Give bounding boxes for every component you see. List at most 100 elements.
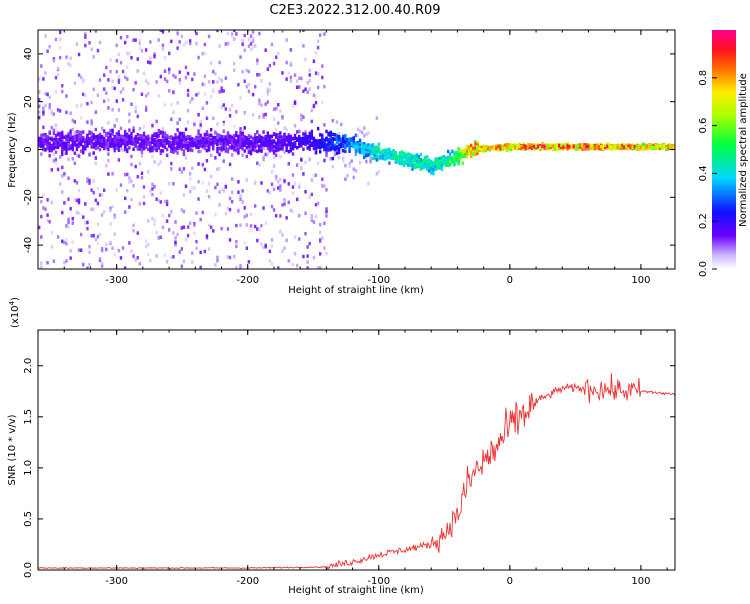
heatmap-cell bbox=[157, 145, 160, 150]
heatmap-cell bbox=[119, 134, 123, 138]
heatmap-speckle bbox=[207, 80, 211, 84]
heatmap-speckle bbox=[170, 117, 173, 122]
heatmap-speckle bbox=[216, 80, 219, 84]
heatmap-cell bbox=[111, 128, 114, 133]
heatmap-speckle bbox=[90, 188, 93, 192]
heatmap-cell bbox=[239, 131, 242, 135]
heatmap-speckle bbox=[224, 107, 228, 111]
heatmap-cell bbox=[279, 135, 282, 139]
heatmap-cell bbox=[247, 139, 251, 144]
heatmap-speckle bbox=[346, 174, 349, 178]
heatmap-cell bbox=[109, 134, 112, 139]
heatmap-speckle bbox=[321, 100, 324, 105]
heatmap-cell bbox=[356, 142, 360, 147]
heatmap-speckle bbox=[176, 101, 179, 105]
heatmap-speckle bbox=[209, 95, 213, 99]
heatmap-cell bbox=[314, 147, 318, 151]
heatmap-cell bbox=[568, 145, 571, 149]
heatmap-speckle bbox=[82, 78, 85, 82]
heatmap-cell bbox=[455, 157, 458, 162]
heatmap-cell bbox=[230, 144, 234, 149]
heatmap-speckle bbox=[308, 157, 311, 162]
heatmap-speckle bbox=[354, 152, 358, 156]
heatmap-speckle bbox=[174, 240, 177, 244]
heatmap-speckle bbox=[186, 71, 190, 76]
heatmap-cell bbox=[272, 149, 276, 153]
heatmap-cell bbox=[289, 146, 293, 150]
heatmap-cell bbox=[241, 137, 244, 142]
heatmap-speckle bbox=[48, 154, 51, 158]
heatmap-speckle bbox=[191, 251, 194, 255]
heatmap-cell bbox=[251, 147, 255, 152]
heatmap-speckle bbox=[178, 40, 181, 44]
heatmap-cell bbox=[195, 145, 198, 149]
heatmap-speckle bbox=[256, 61, 259, 66]
heatmap-speckle bbox=[245, 213, 249, 218]
heatmap-speckle bbox=[170, 39, 173, 44]
heatmap-cell bbox=[205, 148, 209, 153]
heatmap-cell bbox=[241, 146, 244, 151]
heatmap-speckle bbox=[339, 148, 343, 153]
heatmap-speckle bbox=[289, 79, 293, 84]
heatmap-speckle bbox=[75, 42, 79, 46]
heatmap-cell bbox=[572, 144, 576, 148]
heatmap-speckle bbox=[203, 167, 207, 172]
heatmap-cell bbox=[321, 133, 324, 138]
heatmap-speckle bbox=[291, 209, 295, 214]
heatmap-speckle bbox=[94, 198, 98, 203]
heatmap-speckle bbox=[262, 113, 265, 117]
heatmap-cell bbox=[333, 147, 337, 152]
heatmap-speckle bbox=[298, 184, 301, 189]
heatmap-cell bbox=[298, 144, 301, 148]
heatmap-speckle bbox=[222, 122, 225, 127]
heatmap-cell bbox=[140, 141, 144, 146]
heatmap-speckle bbox=[237, 180, 240, 184]
heatmap-cell bbox=[281, 145, 284, 150]
heatmap-speckle bbox=[323, 184, 326, 188]
heatmap-speckle bbox=[170, 209, 173, 214]
heatmap-cell bbox=[407, 163, 410, 167]
heatmap-cell bbox=[67, 146, 70, 151]
heatmap-cell bbox=[203, 132, 207, 137]
heatmap-cell bbox=[363, 145, 366, 149]
heatmap-cell bbox=[570, 143, 574, 148]
heatmap-cell bbox=[86, 140, 89, 144]
heatmap-speckle bbox=[319, 222, 322, 227]
heatmap-speckle bbox=[212, 116, 215, 121]
heatmap-cell bbox=[509, 143, 513, 147]
heatmap-cell bbox=[243, 126, 246, 130]
heatmap-speckle bbox=[270, 262, 274, 266]
heatmap-cell bbox=[339, 142, 343, 146]
heatmap-speckle bbox=[293, 73, 297, 77]
heatmap-cell bbox=[342, 138, 345, 143]
heatmap-cell bbox=[176, 141, 179, 146]
heatmap-cell bbox=[94, 146, 98, 151]
heatmap-cell bbox=[526, 145, 530, 149]
heatmap-cell bbox=[293, 133, 297, 138]
heatmap-speckle bbox=[77, 188, 81, 193]
heatmap-cell bbox=[329, 140, 332, 145]
heatmap-cell bbox=[199, 133, 202, 138]
heatmap-cell bbox=[421, 158, 425, 163]
heatmap-cell bbox=[319, 150, 322, 154]
heatmap-speckle bbox=[77, 200, 81, 205]
heatmap-speckle bbox=[132, 38, 135, 42]
heatmap-speckle bbox=[147, 252, 150, 257]
heatmap-cell bbox=[639, 147, 643, 151]
heatmap-cell bbox=[398, 159, 402, 163]
heatmap-cell bbox=[444, 161, 448, 166]
heatmap-cell bbox=[331, 142, 334, 147]
heatmap-speckle bbox=[144, 105, 148, 110]
heatmap-cell bbox=[123, 129, 127, 134]
heatmap-speckle bbox=[304, 130, 307, 134]
heatmap-speckle bbox=[111, 145, 114, 150]
heatmap-cell bbox=[597, 145, 601, 149]
heatmap-cell bbox=[304, 136, 307, 140]
heatmap-cell bbox=[381, 156, 385, 161]
heatmap-speckle bbox=[58, 37, 62, 42]
heatmap-cell bbox=[532, 144, 536, 149]
heatmap-speckle bbox=[241, 153, 244, 157]
heatmap-speckle bbox=[308, 195, 311, 199]
heatmap-cell bbox=[371, 156, 374, 161]
heatmap-cell bbox=[270, 141, 274, 145]
